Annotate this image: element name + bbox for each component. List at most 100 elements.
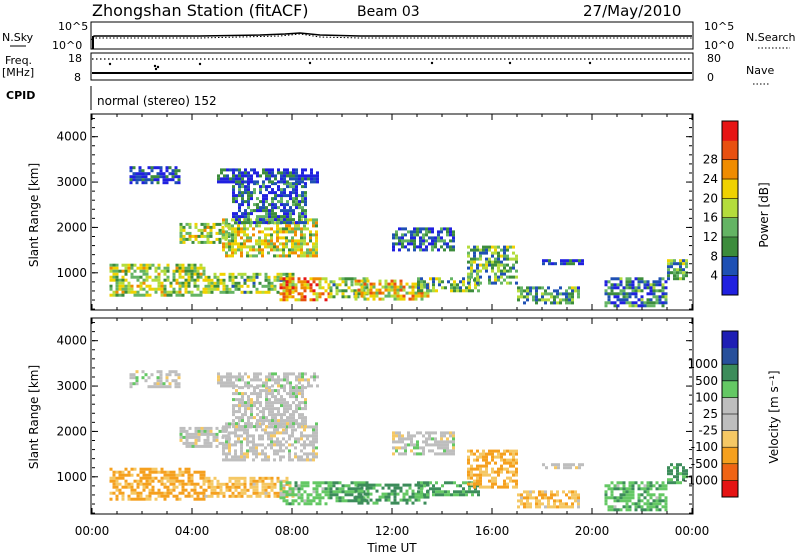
heatmap-cell [240, 230, 243, 234]
heatmap-cell [332, 493, 336, 497]
heatmap-cell [298, 404, 301, 408]
heatmap-cell [649, 508, 653, 512]
heatmap-cell [285, 254, 288, 258]
freq-label: Freq. [5, 54, 32, 67]
heatmap-cell [168, 178, 172, 182]
heatmap-cell [414, 495, 418, 499]
xtick-label: 08:00 [275, 524, 310, 538]
heatmap-cell [283, 384, 286, 388]
heatmap-cell [538, 502, 541, 506]
heatmap-cell [341, 292, 345, 296]
heatmap-cell [312, 449, 315, 453]
heatmap-cell [312, 496, 316, 500]
nsky-label: N.Sky [2, 31, 34, 44]
heatmap-cell [631, 304, 635, 308]
heatmap-cell [285, 230, 288, 234]
heatmap-cell [196, 278, 200, 282]
heatmap-cell [315, 224, 318, 228]
heatmap-cell [640, 481, 644, 485]
heatmap-cell [444, 493, 447, 497]
heatmap-cell [232, 404, 235, 408]
heatmap-cell [240, 275, 244, 279]
heatmap-cell [156, 376, 160, 380]
heatmap-cell [565, 298, 568, 302]
heatmap-cell [347, 490, 351, 494]
heatmap-cell [246, 431, 249, 435]
heatmap-cell [259, 416, 262, 420]
heatmap-cell [301, 197, 304, 201]
heatmap-cell [324, 481, 328, 485]
heatmap-cell [456, 493, 459, 497]
heatmap-cell [261, 248, 264, 252]
heatmap-cell [289, 404, 292, 408]
heatmap-cell [309, 289, 313, 293]
heatmap-cell [276, 278, 280, 282]
heatmap-cell [188, 435, 192, 439]
heatmap-cell [249, 245, 252, 249]
heatmap-cell [289, 389, 292, 393]
heatmap-cell [428, 434, 431, 438]
heatmap-cell [294, 242, 297, 246]
heatmap-cell [200, 222, 204, 226]
heatmap-cell [276, 428, 279, 432]
heatmap-cell [197, 435, 201, 439]
heatmap-cell [541, 298, 544, 302]
heatmap-cell [240, 476, 244, 480]
heatmap-cell [280, 191, 283, 195]
heatmap-cell [271, 404, 274, 408]
heatmap-cell [420, 493, 423, 497]
heatmap-cell [526, 289, 529, 293]
heatmap-cell [309, 239, 312, 243]
heatmap-cell [265, 168, 268, 172]
heatmap-cell [187, 278, 191, 282]
heatmap-cell [228, 458, 231, 462]
heatmap-cell [216, 287, 220, 291]
heatmap-cell [288, 452, 291, 456]
heatmap-cell [401, 434, 404, 438]
heatmap-cell [246, 254, 249, 258]
heatmap-cell [163, 278, 167, 282]
heatmap-cell [369, 498, 373, 502]
heatmap-cell [298, 425, 301, 429]
heatmap-cell [574, 499, 577, 503]
heatmap-cell [295, 182, 298, 186]
heatmap-cell [405, 483, 409, 487]
heatmap-cell [148, 497, 152, 501]
heatmap-cell [249, 236, 252, 240]
heatmap-cell [187, 275, 191, 279]
heatmap-cell [204, 488, 208, 492]
heatmap-cell [423, 280, 426, 284]
heatmap-cell [625, 499, 629, 503]
heatmap-cell [619, 508, 623, 512]
heatmap-cell [459, 490, 462, 494]
heatmap-cell [142, 476, 146, 480]
heatmap-cell [405, 291, 409, 295]
heatmap-cell [247, 218, 250, 222]
heatmap-cell [280, 398, 283, 402]
heatmap-cell [145, 290, 149, 294]
heatmap-cell [231, 230, 234, 234]
heatmap-cell [467, 461, 470, 465]
heatmap-cell [473, 479, 476, 483]
heatmap-cell [255, 488, 259, 492]
heatmap-cell [413, 446, 416, 450]
ytick-label: 3000 [56, 379, 87, 393]
heatmap-cell [360, 498, 364, 502]
heatmap-cell [255, 491, 259, 495]
heatmap-cell [271, 389, 274, 393]
heatmap-cell [506, 281, 509, 285]
heatmap-cell [285, 280, 289, 284]
heatmap-cell [303, 298, 307, 302]
heatmap-cell [228, 233, 231, 237]
heatmap-cell [270, 233, 273, 237]
heatmap-cell [179, 225, 183, 229]
heatmap-cell [231, 485, 235, 489]
heatmap-cell [291, 443, 294, 447]
heatmap-cell [247, 404, 250, 408]
heatmap-cell [338, 487, 342, 491]
heatmap-cell [154, 275, 158, 279]
heatmap-cell [209, 234, 213, 238]
heatmap-cell [459, 289, 462, 293]
heatmap-cell [503, 467, 506, 471]
heatmap-cell [277, 200, 280, 204]
